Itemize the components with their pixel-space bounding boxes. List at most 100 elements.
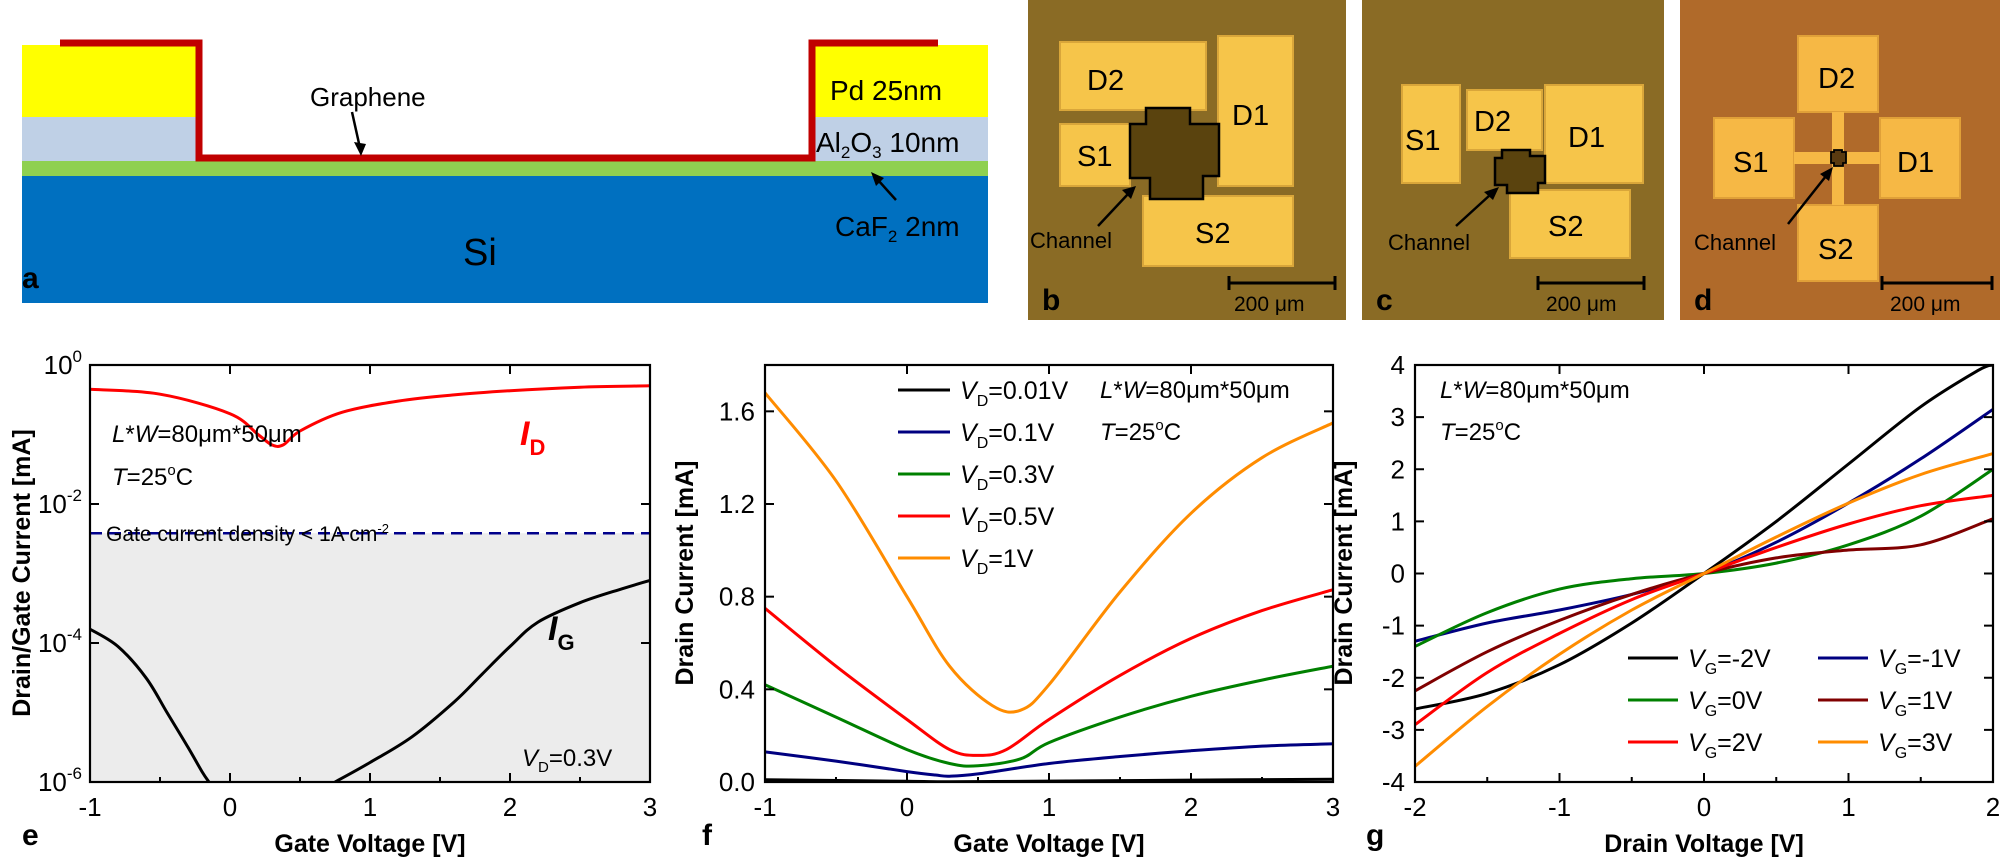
pd-right bbox=[810, 45, 988, 117]
caf2-arrow bbox=[877, 179, 897, 201]
scale-label-c: 200 μm bbox=[1546, 293, 1616, 316]
panel-b: D2 D1 S1 S2 Channel 200 μm b bbox=[1028, 0, 1346, 320]
panel-letter-a: a bbox=[22, 262, 39, 295]
al2o3-label: Al2O3 10nm bbox=[816, 127, 959, 162]
channel-c bbox=[1493, 148, 1547, 195]
x-axis-label-e: Gate Voltage [V] bbox=[274, 830, 465, 858]
pad-label-b-0: D2 bbox=[1087, 65, 1124, 97]
temp-annotation-f: T=25oC bbox=[1100, 417, 1181, 446]
pad-label-c-0: S1 bbox=[1405, 125, 1440, 157]
dims-annotation-e: L*W=80μm*50μm bbox=[112, 421, 302, 448]
g-ytick-label-3: -1 bbox=[1382, 611, 1405, 641]
pad-d1-c bbox=[1544, 84, 1644, 184]
channel-arrow-head-c bbox=[1484, 187, 1499, 200]
f-legend-label-4: VD=1V bbox=[960, 545, 1034, 578]
channel-label-c: Channel bbox=[1388, 230, 1470, 255]
f-ytick-label-2: 0.8 bbox=[719, 582, 755, 612]
panel-a: a Graphene Pd 25nm Al2O3 10nm CaF2 2nm S… bbox=[22, 39, 988, 303]
temp-annotation-e: T=25oC bbox=[112, 462, 193, 491]
pad-s2-d bbox=[1797, 204, 1879, 282]
panel-letter-e: e bbox=[22, 819, 39, 852]
pad-d2-c bbox=[1466, 89, 1543, 151]
pad-label-d-0: D2 bbox=[1818, 63, 1855, 95]
gate-density-annotation: Gate current density < 1A cm-2 bbox=[106, 521, 389, 546]
channel-arrow-d bbox=[1787, 175, 1827, 225]
scale-label-d: 200 μm bbox=[1890, 293, 1960, 316]
lead-left-d bbox=[1794, 152, 1832, 164]
panel-letter-d: d bbox=[1694, 284, 1712, 317]
pad-label-b-1: D1 bbox=[1232, 100, 1269, 132]
ticks-e: -1 0 1 2 3 100 10-2 10-4 10-6 bbox=[38, 347, 657, 822]
e-ytick-label-1: 10-2 bbox=[38, 486, 82, 519]
series-e-I_G_right bbox=[334, 579, 650, 782]
channel-arrow-b bbox=[1097, 193, 1129, 227]
g-legend-label-5: VG=3V bbox=[1878, 729, 1953, 762]
series-e-I_G_left bbox=[90, 627, 211, 782]
g-xtick-label-0: -2 bbox=[1403, 792, 1426, 822]
g-ytick-label-0: -4 bbox=[1382, 767, 1405, 797]
panel-letter-b: b bbox=[1042, 284, 1060, 317]
f-xtick-label-2: 1 bbox=[1042, 792, 1056, 822]
e-xtick-label-0: -1 bbox=[78, 792, 101, 822]
g-legend-label-4: VG=2V bbox=[1688, 729, 1763, 762]
g-legend-label-3: VG=1V bbox=[1878, 687, 1953, 720]
e-xtick-label-3: 2 bbox=[503, 792, 517, 822]
g-ytick-label-7: 3 bbox=[1391, 402, 1405, 432]
series-g-5 bbox=[1415, 452, 1993, 768]
graphene-arrow-head bbox=[354, 142, 366, 156]
e-ytick-label-3: 10-6 bbox=[38, 764, 82, 797]
g-xtick-label-4: 2 bbox=[1986, 792, 2000, 822]
g-legend-label-1: VG=-1V bbox=[1878, 645, 1961, 678]
pad-label-d-2: D1 bbox=[1897, 147, 1934, 179]
temp-annotation-g: T=25oC bbox=[1440, 417, 1521, 446]
pad-s1 bbox=[1059, 123, 1131, 187]
pad-label-b-3: S2 bbox=[1195, 218, 1230, 250]
legend-g: VG=-2V VG=-1V VG=0V VG=1V VG=2V VG=3V bbox=[1628, 645, 1961, 762]
graphene-line bbox=[60, 39, 938, 162]
ticks-f: -1 0 1 2 3 0.0 0.4 0.8 1.2 1.6 bbox=[719, 365, 1340, 822]
vd-annotation-e: VD=0.3V bbox=[522, 745, 612, 776]
f-xtick-label-1: 0 bbox=[900, 792, 914, 822]
graphene-arrow bbox=[350, 111, 362, 149]
e-ytick-label-0: 100 bbox=[44, 347, 82, 380]
panel-f: -1 0 1 2 30.00.40.81.21.6 VD=0.01VVD=0.1VVD=… bbox=[671, 363, 1340, 858]
legend-f: VD=0.01V VD=0.1V VD=0.3V VD=0.5V VD=1V bbox=[898, 377, 1069, 578]
g-ytick-label-4: 0 bbox=[1391, 559, 1405, 589]
scale-label-b: 200 μm bbox=[1234, 293, 1304, 316]
series-f-2 bbox=[765, 664, 1333, 768]
g-ytick-label-2: -2 bbox=[1382, 663, 1405, 693]
al2o3-left bbox=[22, 117, 197, 161]
graphene-label: Graphene bbox=[310, 82, 426, 112]
panel-letter-c: c bbox=[1376, 284, 1393, 317]
pad-label-b-2: S1 bbox=[1077, 141, 1112, 173]
panel-e: -1 0 1 2 3 100 10-2 10-4 10-6 Gate Voltage [V] D… bbox=[8, 347, 657, 858]
g-ytick-label-5: 1 bbox=[1391, 506, 1405, 536]
series-group-f bbox=[765, 391, 1333, 782]
pad-label-c-2: D1 bbox=[1568, 122, 1605, 154]
y-axis-label-e: Drain/Gate Current [mA] bbox=[8, 429, 36, 717]
g-xtick-label-1: -1 bbox=[1548, 792, 1571, 822]
pad-s1-d bbox=[1713, 117, 1795, 199]
al2o3-right bbox=[810, 117, 988, 161]
ticks-g: -2 -1 0 1 2 -4 -3 -2 -1 0 1 2 3 4 bbox=[1382, 350, 2000, 822]
e-xtick-label-4: 3 bbox=[643, 792, 657, 822]
series-group-g bbox=[1415, 365, 1993, 768]
f-ytick-label-4: 1.6 bbox=[719, 396, 755, 426]
series-f-1 bbox=[765, 742, 1333, 778]
pad-s1-c bbox=[1401, 84, 1461, 184]
channel-arrow-c bbox=[1455, 194, 1491, 227]
f-ytick-label-0: 0.0 bbox=[719, 767, 755, 797]
panel-d: D2 S1 D1 S2 Channel 200 μm d bbox=[1680, 0, 2000, 320]
pad-label-d-1: S1 bbox=[1733, 147, 1768, 179]
pad-s2-c bbox=[1509, 189, 1631, 259]
pad-d1 bbox=[1217, 35, 1294, 187]
caf2-layer bbox=[22, 161, 988, 176]
channel-arrow-head-d bbox=[1820, 167, 1833, 181]
f-xtick-label-4: 3 bbox=[1326, 792, 1340, 822]
channel-d bbox=[1830, 149, 1847, 167]
channel-label-d: Channel bbox=[1694, 230, 1776, 255]
series-label-id: ID bbox=[520, 415, 545, 460]
pd-label: Pd 25nm bbox=[830, 75, 942, 106]
